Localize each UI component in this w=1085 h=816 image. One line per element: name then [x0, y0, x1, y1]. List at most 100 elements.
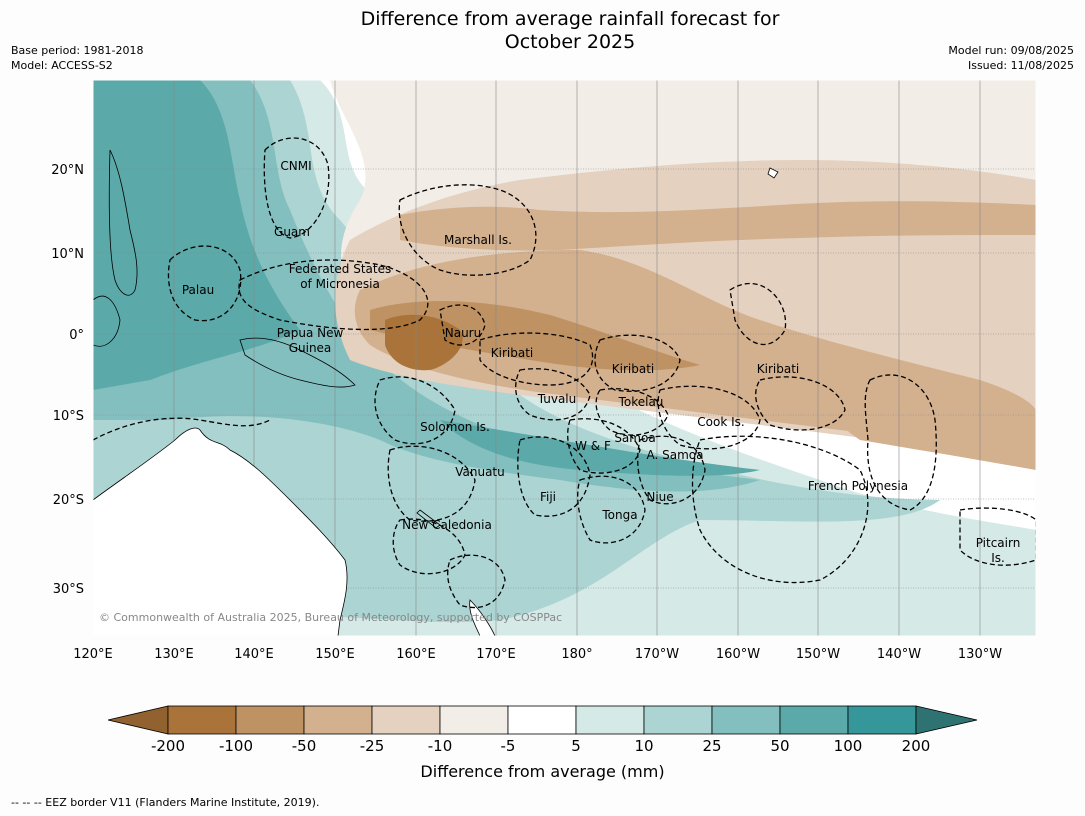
region-label-kiribati1: Kiribati [491, 346, 533, 360]
region-label-nauru: Nauru [445, 326, 481, 340]
colorbar-swatch [235, 705, 305, 735]
y-tick-label: 10°N [51, 247, 84, 262]
colorbar-swatch [643, 705, 713, 735]
colorbar-tick-label: 50 [770, 737, 789, 755]
region-label-solomon: Solomon Is. [420, 420, 490, 434]
colorbar: -200 -100 -50 -25 -10 -5 5 10 25 50 100 200 [107, 705, 978, 755]
region-label-guam: Guam [274, 225, 310, 239]
borneo-coast [93, 295, 121, 347]
x-tick-label: 120°E [73, 647, 113, 662]
colorbar-swatch [711, 705, 781, 735]
meta-right: Model run: 09/08/2025 Issued: 11/08/2025 [948, 43, 1074, 73]
region-label-png1: Papua New [277, 326, 344, 340]
map-plot-area [93, 80, 1036, 636]
x-tick-label: 180° [561, 647, 592, 662]
hawaii-coast [767, 167, 779, 179]
colorbar-swatch [167, 705, 237, 735]
colorbar-swatch [303, 705, 373, 735]
region-label-fsm2: of Micronesia [300, 277, 380, 291]
wet-region-deep [93, 80, 760, 492]
philippines-coast [108, 149, 138, 296]
dry-region-core [385, 314, 463, 371]
region-label-samoa: Samoa [614, 431, 655, 445]
colorbar-low-arrow [107, 705, 169, 735]
x-tick-label: 150°E [315, 647, 355, 662]
region-label-wf: W & F [575, 439, 611, 453]
x-tick-label: 160°W [716, 647, 760, 662]
region-label-png2: Guinea [289, 341, 332, 355]
colorbar-tick-label: -100 [219, 737, 253, 755]
dry-band-east [820, 380, 1036, 470]
nz-coast [469, 599, 496, 636]
map-title: Difference from average rainfall forecas… [0, 8, 1085, 54]
colorbar-tick-label: 5 [571, 737, 581, 755]
map-frame [92, 79, 1037, 637]
colorbar-tick-label: -10 [428, 737, 453, 755]
colorbar-tick-label: 200 [902, 737, 931, 755]
x-tick-label: 170°W [635, 647, 679, 662]
y-tick-labels: 20°N 10°N 0° 10°S 20°S 30°S [51, 163, 84, 597]
region-label-tokelau: Tokelau [618, 395, 664, 409]
colorbar-tick-label: -25 [360, 737, 385, 755]
eez-borders [93, 137, 1036, 609]
y-tick-label: 0° [69, 328, 84, 343]
colorbar-tick-label: 25 [702, 737, 721, 755]
x-tick-label: 140°E [234, 647, 274, 662]
x-tick-label: 150°W [796, 647, 840, 662]
colorbar-swatch [847, 705, 917, 735]
copyright-text: © Commonwealth of Australia 2025, Bureau… [99, 611, 562, 624]
region-label-fiji: Fiji [540, 490, 556, 504]
x-tick-label: 130°E [154, 647, 194, 662]
region-label-kiribati3: Kiribati [757, 362, 799, 376]
region-label-marshall: Marshall Is. [444, 233, 512, 247]
colorbar-tick-label: -50 [292, 737, 317, 755]
meta-left: Base period: 1981-2018 Model: ACCESS-S2 [11, 43, 143, 73]
colorbar-tick-label: 10 [634, 737, 653, 755]
region-label-pitcairn1: Pitcairn [976, 536, 1021, 550]
colorbar-tick-label: -200 [151, 737, 185, 755]
colorbar-swatch [371, 705, 441, 735]
base-period: Base period: 1981-2018 [11, 44, 144, 57]
colorbar-swatch [779, 705, 849, 735]
y-tick-label: 20°N [51, 163, 84, 178]
colorbar-label: Difference from average (mm) [420, 762, 665, 781]
model-run: Model run: 09/08/2025 [948, 44, 1074, 57]
region-label-tonga: Tonga [601, 508, 637, 522]
colorbar-swatch [575, 705, 645, 735]
issued-date: Issued: 11/08/2025 [967, 59, 1074, 72]
x-tick-label: 160°E [396, 647, 436, 662]
region-label-palau: Palau [182, 283, 214, 297]
y-tick-label: 30°S [53, 582, 84, 597]
x-tick-labels: 120°E 130°E 140°E 150°E 160°E 170°E 180° 170°W 1… [73, 647, 1002, 662]
australia-coast [93, 427, 348, 636]
region-label-kiribati2: Kiribati [612, 362, 654, 376]
region-label-cnmi: CNMI [280, 159, 311, 173]
colorbar-swatch [439, 705, 509, 735]
graticule [93, 80, 1036, 636]
x-tick-label: 170°E [476, 647, 516, 662]
region-label-newcal: New Caledonia [402, 518, 492, 532]
region-label-frenchpoly: French Polynesia [808, 479, 908, 493]
region-label-tuvalu: Tuvalu [537, 392, 577, 406]
region-label-pitcairn2: Is. [991, 551, 1005, 565]
wet-band-south [440, 420, 760, 476]
y-tick-label: 10°S [53, 409, 84, 424]
x-tick-label: 130°W [958, 647, 1002, 662]
x-tick-label: 140°W [877, 647, 921, 662]
wet-region-strong [93, 80, 300, 390]
dry-band-north [400, 201, 1036, 251]
title-line-2: October 2025 [504, 31, 636, 53]
region-label-niue: Niue [646, 490, 673, 504]
region-label-cook: Cook Is. [697, 415, 744, 429]
region-label-vanuatu: Vanuatu [455, 465, 505, 479]
coastlines [93, 149, 779, 636]
colorbar-high-arrow [915, 705, 978, 735]
y-tick-label: 20°S [53, 493, 84, 508]
new-guinea-coast [239, 337, 356, 388]
region-label-fsm1: Federated States [289, 262, 391, 276]
colorbar-swatch [507, 705, 577, 735]
colorbar-tick-label: 100 [834, 737, 863, 755]
eez-footnote: -- -- -- EEZ border V11 (Flanders Marine… [11, 796, 320, 809]
